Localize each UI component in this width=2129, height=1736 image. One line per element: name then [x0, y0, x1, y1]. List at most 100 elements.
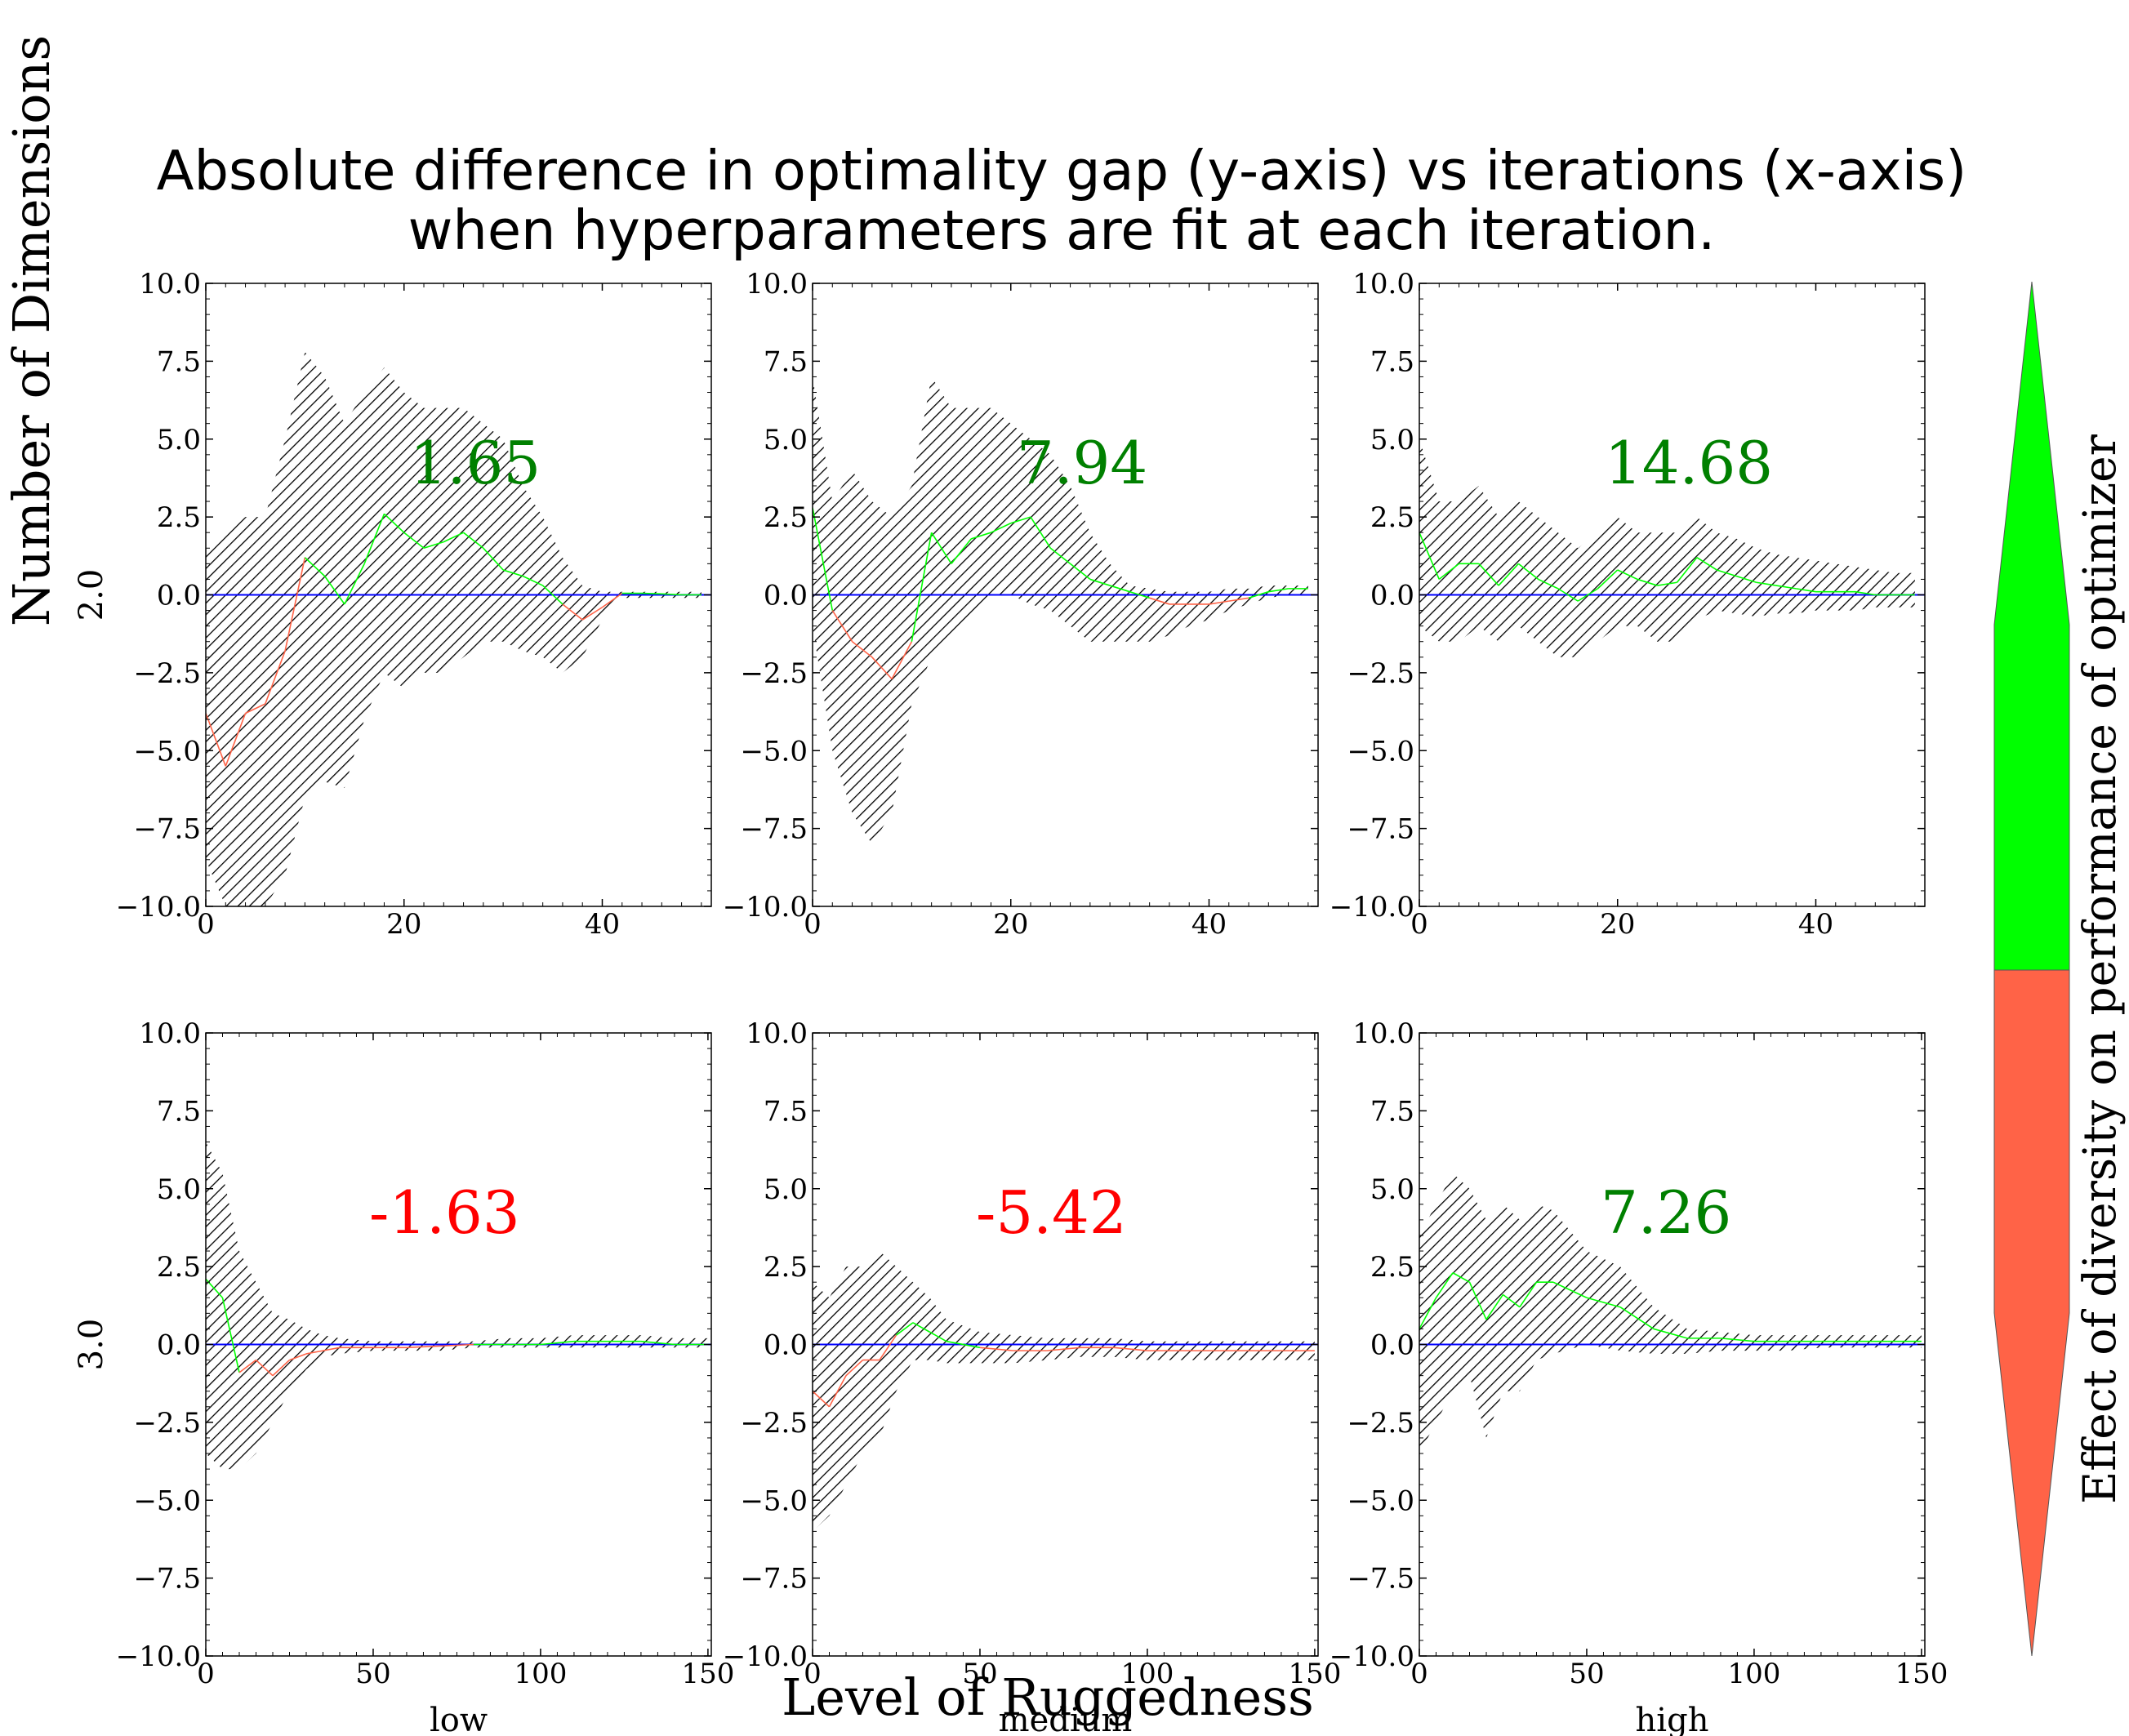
mean-line-segment [289, 1353, 307, 1361]
mean-line-segment [540, 1340, 575, 1346]
mean-line-segment [523, 575, 544, 586]
mean-line-segment [1435, 1272, 1454, 1298]
y-tick-label: −5.0 [740, 1485, 808, 1517]
y-tick-label: 5.0 [764, 1173, 808, 1206]
mean-line-segment [221, 1298, 240, 1373]
mean-line-segment [1485, 1294, 1504, 1320]
y-tick-label: 10.0 [746, 268, 808, 300]
mean-line-segment [502, 569, 523, 577]
mean-line-segment [845, 1359, 864, 1377]
mean-line-segment [305, 1350, 323, 1355]
y-tick-label: 0.0 [1370, 1329, 1414, 1362]
mean-line-segment [1637, 578, 1658, 586]
y-tick-label: −7.5 [740, 813, 808, 846]
y-tick-label: 10.0 [139, 268, 201, 300]
mean-line-segment [542, 585, 563, 605]
mean-line-segment [1796, 588, 1816, 593]
x-tick-label: 50 [962, 1658, 997, 1690]
y-tick-label: 5.0 [1370, 1173, 1414, 1206]
plot-area [1419, 1173, 1925, 1453]
mean-line-segment [406, 1345, 440, 1349]
mean-line-segment [344, 563, 365, 605]
subplot-0-0: 10.0 7.5 5.0 2.5 0.0 −2.5 −5.0 −7.5 −10.00 20 40 1.… [73, 268, 712, 941]
mean-line-segment [1113, 1347, 1148, 1351]
y-tick-label: 7.5 [157, 345, 201, 378]
mean-line-segment [1696, 557, 1717, 571]
mean-line-segment [831, 610, 853, 643]
x-tick-label: 150 [1288, 1658, 1341, 1690]
y-tick-label: 0.0 [157, 580, 201, 612]
y-tick-label: 7.5 [157, 1095, 201, 1128]
mean-line-segment [929, 1331, 947, 1342]
mean-line-segment [363, 514, 385, 564]
y-tick-label: −2.5 [1347, 657, 1414, 690]
y-tick-label: −5.0 [133, 735, 201, 768]
mean-line-segment [1577, 588, 1598, 602]
subplot-0-2: 10.0 7.5 5.0 2.5 0.0 −2.5 −5.0 −7.5 −10.00 20 40 14… [1330, 268, 1926, 941]
mean-line-segment [1419, 532, 1441, 580]
y-tick-label: 5.0 [157, 424, 201, 456]
effect-annotation: 1.65 [410, 429, 541, 497]
y-tick-label: −10.0 [723, 891, 808, 924]
mean-line-segment [891, 641, 913, 679]
colorbar-positive-region [1993, 281, 2070, 971]
y-tick-label: 5.0 [1370, 424, 1414, 456]
x-tick-label: 0 [197, 1658, 215, 1690]
x-tick-label: 0 [1410, 908, 1428, 941]
mean-line-segment [1248, 590, 1269, 599]
mean-line-segment [1538, 578, 1559, 590]
mean-line-segment [1657, 581, 1677, 586]
effect-annotation: 14.68 [1605, 429, 1773, 497]
mean-line-segment [970, 532, 991, 540]
mean-line-segment [225, 713, 247, 767]
y-tick-label: −7.5 [133, 813, 201, 846]
mean-line-segment [1736, 575, 1757, 584]
subplot-1-1: 10.0 7.5 5.0 2.5 0.0 −2.5 −5.0 −7.5 −10.00 50 100 1… [723, 1017, 1342, 1736]
mean-line-segment [1438, 563, 1460, 581]
y-tick-label: 7.5 [764, 345, 808, 378]
mean-line-segment [1775, 585, 1797, 590]
mean-line-segment [439, 1343, 474, 1347]
confidence-band [813, 1251, 1315, 1532]
x-tick-label: 100 [1727, 1658, 1780, 1690]
mean-line-segment [1720, 1338, 1755, 1342]
y-tick-label: −5.0 [1347, 1485, 1414, 1517]
mean-line-segment [991, 523, 1012, 533]
mean-line-segment [1268, 588, 1289, 593]
x-tick-label: 40 [1798, 908, 1833, 941]
y-tick-label: −7.5 [1347, 1563, 1414, 1596]
mean-line-segment [813, 1391, 831, 1408]
subplot-1-2: 10.0 7.5 5.0 2.5 0.0 −2.5 −5.0 −7.5 −10.00 50 100 1… [1330, 1017, 1949, 1736]
y-tick-label: 2.5 [1370, 501, 1414, 534]
x-tick-label: 100 [1120, 1658, 1174, 1690]
x-tick-label: 0 [804, 908, 822, 941]
mean-line-segment [1517, 563, 1539, 581]
y-tick-label: −2.5 [740, 657, 808, 690]
x-tick-label: 40 [585, 908, 620, 941]
x-tick-label: 50 [355, 1658, 390, 1690]
y-tick-label: 0.0 [157, 1329, 201, 1362]
mean-line-segment [284, 557, 306, 652]
y-tick-label: 2.5 [1370, 1251, 1414, 1284]
confidence-band [206, 351, 702, 906]
mean-line-segment [383, 513, 405, 533]
row-label: 3.0 [73, 1319, 110, 1371]
colorbar-negative-region [1993, 969, 2070, 1657]
mean-line-segment [1452, 1272, 1470, 1283]
y-tick-label: 7.5 [764, 1095, 808, 1128]
plot-area [206, 1142, 711, 1470]
mean-line-segment [1419, 1297, 1437, 1329]
mean-line-segment [896, 1322, 914, 1336]
mean-line-segment [1046, 1347, 1081, 1351]
mean-line-segment [1756, 581, 1777, 586]
mean-line-segment [813, 507, 834, 611]
column-label: medium [999, 1702, 1133, 1736]
row-label: 2.0 [73, 569, 110, 621]
x-tick-label: 20 [386, 908, 421, 941]
x-tick-label: 50 [1569, 1658, 1604, 1690]
colorbar-label: Effect of diversity on performance of op… [2073, 434, 2126, 1504]
mean-line-segment [912, 1322, 930, 1333]
mean-line-segment [911, 532, 933, 642]
column-label: low [430, 1702, 488, 1736]
